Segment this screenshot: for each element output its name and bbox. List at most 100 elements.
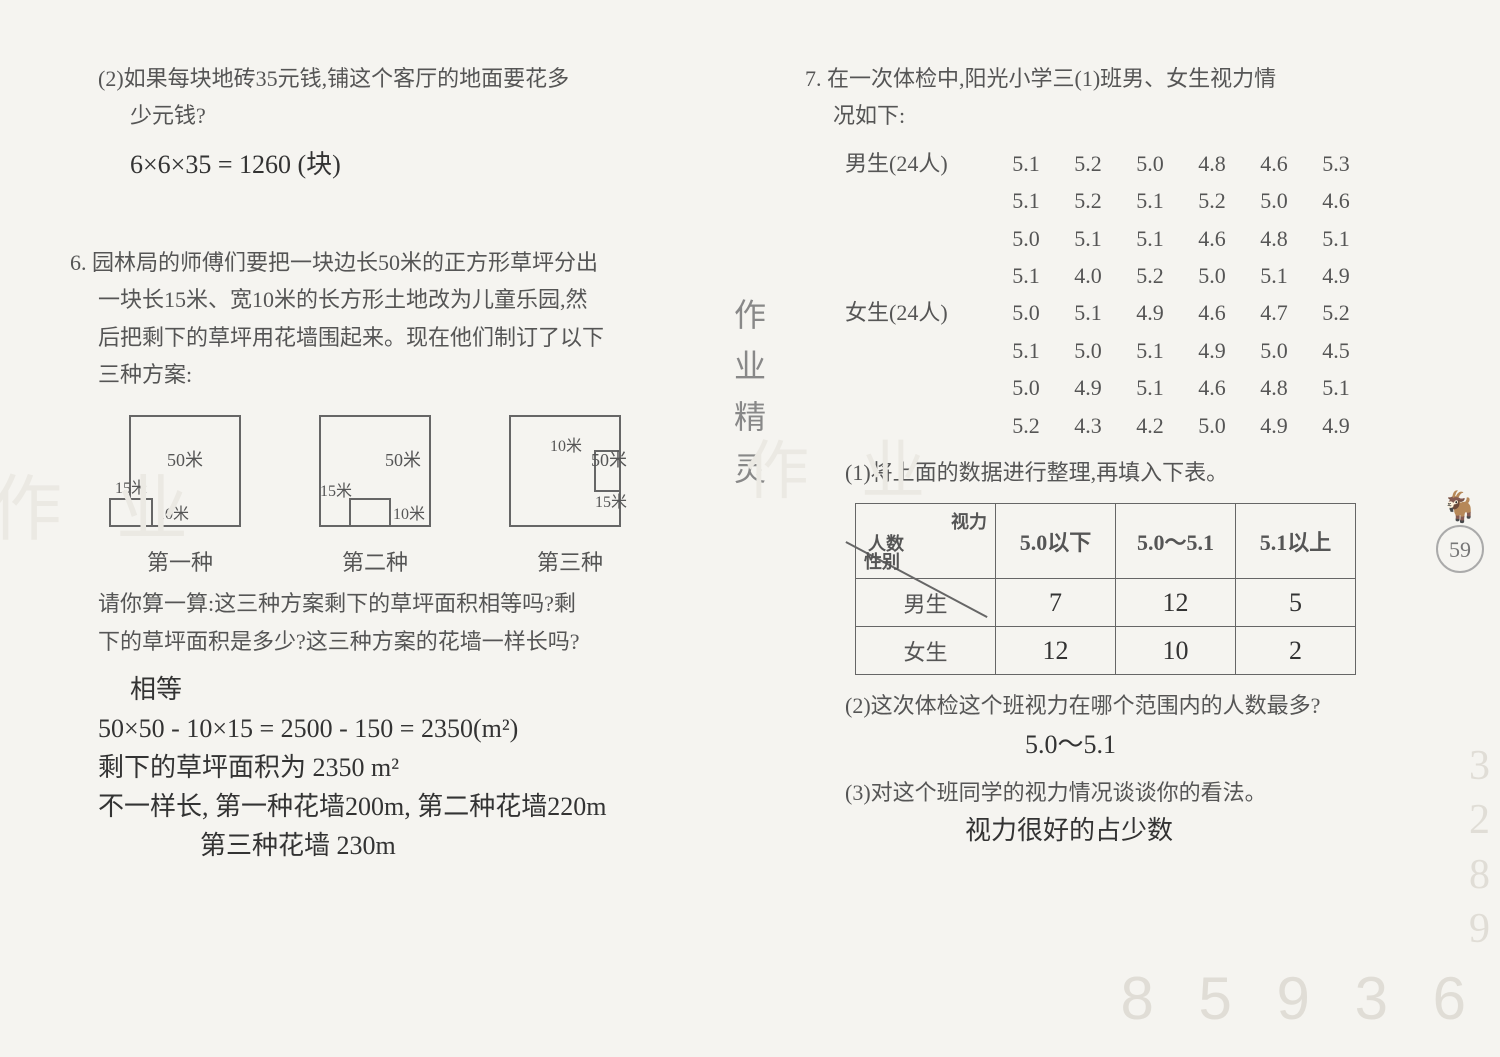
boys-row-0: 男生(24人) 5.1 5.2 5.0 4.8 4.6 5.3 [845,145,1430,182]
boys-row-1: 5.1 5.2 5.1 5.2 5.0 4.6 [845,182,1430,219]
g22: 5.1 [1119,369,1181,406]
g30: 5.2 [995,407,1057,444]
q6-followup-0: 请你算一算:这三种方案剩下的草坪面积相等吗?剩 [98,585,695,622]
b25: 5.1 [1305,220,1367,257]
q6-line-2: 后把剩下的草坪用花墙围起来。现在他们制订了以下 [98,319,695,356]
q6-ans-1: 50×50 - 10×15 = 2500 - 150 = 2350(m²) [98,709,695,748]
diag-top: 视力 [951,512,987,532]
r1c2: 2 [1236,627,1356,675]
q5-2-line-1: (2)如果每块地砖35元钱,铺这个客厅的地面要花多 [98,60,695,97]
b15: 4.6 [1305,182,1367,219]
g00: 5.0 [995,294,1057,331]
g31: 4.3 [1057,407,1119,444]
scheme-3: 10米 50米 15米 第三种 [490,411,650,577]
b20: 5.0 [995,220,1057,257]
b24: 4.8 [1243,220,1305,257]
svg-text:15米: 15米 [320,482,352,500]
b22: 5.1 [1119,220,1181,257]
b05: 5.3 [1305,145,1367,182]
col-2: 5.1以上 [1236,504,1356,579]
b30: 5.1 [995,257,1057,294]
fr3: 9 [1469,902,1490,957]
scheme-diagrams: 50米 15米 10米 第一种 50米 15米 10米 第二种 [100,411,695,577]
svg-text:15米: 15米 [595,493,627,511]
b23: 4.6 [1181,220,1243,257]
g13: 4.9 [1181,332,1243,369]
center-char-3: 灵 [715,444,785,495]
scheme-1: 50米 15米 10米 第一种 [100,411,260,577]
b11: 5.2 [1057,182,1119,219]
table-row-girls: 女生 12 10 2 [856,627,1356,675]
b31: 4.0 [1057,257,1119,294]
b33: 5.0 [1181,257,1243,294]
g34: 4.9 [1243,407,1305,444]
scheme-3-label: 第三种 [490,545,650,577]
scheme-1-label: 第一种 [100,545,260,577]
g25: 5.1 [1305,369,1367,406]
b21: 5.1 [1057,220,1119,257]
scheme1-dim-top: 50米 [167,450,203,470]
svg-text:50米: 50米 [591,450,627,470]
q5-2-line-2: 少元钱? [130,97,695,134]
b12: 5.1 [1119,182,1181,219]
fr0: 3 [1469,739,1490,794]
g21: 4.9 [1057,369,1119,406]
g33: 5.0 [1181,407,1243,444]
b01: 5.2 [1057,145,1119,182]
g24: 4.8 [1243,369,1305,406]
q6-ans-3: 不一样长, 第一种花墙200m, 第二种花墙220m [98,787,695,826]
q7-sub2-answer: 5.0～5.1 [1025,725,1430,764]
q6-followup-1: 下的草坪面积是多少?这三种方案的花墙一样长吗? [98,623,695,660]
g23: 4.6 [1181,369,1243,406]
vision-table: 视力 人数 性别 5.0以下 5.0～5.1 5.1以上 男生 7 [855,503,1430,675]
boys-label: 男生(24人) [845,145,995,182]
table-diag-header: 视力 人数 性别 [856,504,996,579]
b03: 4.8 [1181,145,1243,182]
q6-line-3: 三种方案: [98,356,695,393]
svg-text:50米: 50米 [385,450,421,470]
q7-sub3-answer: 视力很好的占少数 [965,811,1430,850]
g05: 5.2 [1305,294,1367,331]
g32: 4.2 [1119,407,1181,444]
girls-label: 女生(24人) [845,294,995,331]
col-1: 5.0～5.1 [1116,504,1236,579]
goat-icon: 🐐 [1430,490,1490,525]
fr2: 8 [1469,848,1490,903]
scheme-3-svg: 10米 50米 15米 [495,411,645,541]
left-column: 作 业 (2)如果每块地砖35元钱,铺这个客厅的地面要花多 少元钱? 6×6×3… [50,60,715,1027]
q7-sub3: (3)对这个班同学的视力情况谈谈你的看法。 [845,774,1430,811]
b34: 5.1 [1243,257,1305,294]
vision-raw-data: 男生(24人) 5.1 5.2 5.0 4.8 4.6 5.3 5.1 5.2 … [845,145,1430,444]
b02: 5.0 [1119,145,1181,182]
q6-prompt: 6. 园林局的师傅们要把一块边长50米的正方形草坪分出 [70,244,695,281]
g20: 5.0 [995,369,1057,406]
faded-right-digits: 3 2 8 9 [1469,739,1490,957]
boys-row-3: 5.1 4.0 5.2 5.0 5.1 4.9 [845,257,1430,294]
q7-line-0: 在一次体检中,阳光小学三(1)班男、女生视力情 [827,66,1276,91]
b32: 5.2 [1119,257,1181,294]
r0c1: 12 [1116,579,1236,627]
diag-bottom: 性别 [864,552,900,572]
q7-sub1: (1)将上面的数据进行整理,再填入下表。 [845,454,1430,491]
q6-ans-4: 第三种花墙 230m [200,826,695,865]
col-0: 5.0以下 [996,504,1116,579]
g10: 5.1 [995,332,1057,369]
r1c1: 10 [1116,627,1236,675]
page-number-badge: 🐐 59 [1430,490,1490,573]
row0-label: 男生 [856,579,996,627]
b00: 5.1 [995,145,1057,182]
center-column: 作 业 精 灵 [715,60,785,1027]
g12: 5.1 [1119,332,1181,369]
b04: 4.6 [1243,145,1305,182]
g15: 4.5 [1305,332,1367,369]
page: 作 业 (2)如果每块地砖35元钱,铺这个客厅的地面要花多 少元钱? 6×6×3… [0,0,1500,1057]
g11: 5.0 [1057,332,1119,369]
scheme-2-label: 第二种 [295,545,455,577]
g04: 4.7 [1243,294,1305,331]
q7-number: 7. [805,66,822,91]
center-char-2: 精 [715,392,785,443]
scheme-2: 50米 15米 10米 第二种 [295,411,455,577]
girls-row-0: 女生(24人) 5.0 5.1 4.9 4.6 4.7 5.2 [845,294,1430,331]
fr1: 2 [1469,793,1490,848]
scheme-1-svg: 50米 15米 10米 [105,411,255,541]
